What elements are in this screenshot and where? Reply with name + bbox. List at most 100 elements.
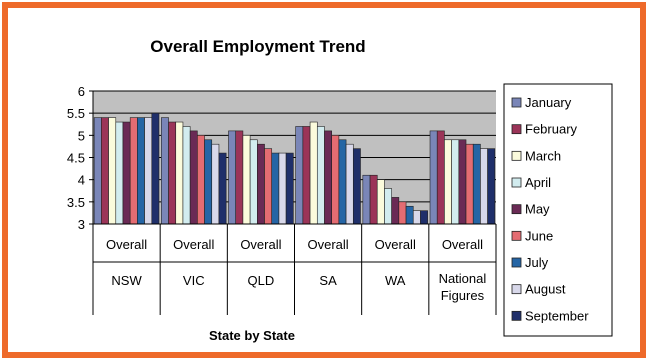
bar — [189, 130, 198, 225]
bar — [197, 135, 205, 225]
bar — [316, 126, 325, 225]
subcategory-label: Overall — [307, 237, 348, 252]
bar-group — [362, 174, 428, 225]
x-axis-title: State by State — [209, 328, 295, 343]
subcategory-label: Overall — [240, 237, 281, 252]
y-tick-label: 5.5 — [67, 106, 85, 121]
legend-label: May — [525, 202, 550, 217]
category-label: Figures — [441, 288, 485, 303]
legend-swatch — [511, 204, 522, 215]
legend-swatch — [511, 230, 522, 241]
bar — [235, 130, 244, 225]
x-axis-table: Overall NSW Overall VIC Overall QLD Overall SA O… — [92, 223, 497, 315]
legend-label: July — [525, 255, 549, 270]
legend-swatch — [511, 97, 522, 108]
category-label: NSW — [111, 273, 142, 288]
bar — [285, 152, 294, 225]
employment-bar-chart: Overall Employment Trend 6 5.5 5 4.5 4 3.5 3 O… — [67, 37, 613, 343]
legend-swatch — [511, 150, 522, 161]
legend-label: April — [525, 175, 551, 190]
bar — [295, 126, 304, 225]
bar — [137, 117, 145, 225]
bar — [324, 130, 332, 225]
bar — [151, 112, 160, 225]
bar — [345, 143, 354, 225]
legend-swatch — [511, 284, 522, 295]
bar — [465, 143, 474, 225]
bar — [278, 152, 287, 225]
bar — [264, 148, 273, 225]
bar — [412, 210, 421, 225]
legend-label: September — [525, 308, 589, 323]
bar — [309, 121, 318, 225]
bar — [331, 135, 340, 225]
bar — [101, 117, 109, 225]
bar-group — [161, 117, 227, 225]
bar — [93, 117, 102, 225]
bar — [182, 126, 191, 225]
category-label: VIC — [183, 273, 205, 288]
legend-box — [503, 83, 613, 337]
legend-label: June — [525, 228, 553, 243]
legend-swatch — [511, 257, 522, 268]
bar — [436, 130, 445, 225]
category-label: SA — [319, 273, 337, 288]
chart-title: Overall Employment Trend — [150, 37, 365, 56]
subcategory-label: Overall — [442, 237, 483, 252]
category-label: QLD — [248, 273, 275, 288]
bar — [108, 117, 117, 225]
subcategory-label: Overall — [106, 237, 147, 252]
category-label: National — [439, 271, 487, 286]
bar — [429, 130, 438, 225]
bar — [458, 139, 467, 225]
bar-group — [295, 121, 361, 225]
bar — [362, 174, 371, 225]
bar — [384, 188, 392, 225]
bar — [369, 174, 378, 225]
bar — [168, 121, 177, 225]
y-tick-label: 3.5 — [67, 195, 85, 210]
legend-label: February — [525, 122, 578, 137]
bar — [352, 148, 361, 225]
y-tick-label: 4 — [78, 173, 85, 188]
bar — [376, 179, 385, 225]
bar — [115, 121, 124, 225]
bar — [444, 139, 452, 225]
bar — [129, 117, 138, 225]
y-axis: 6 5.5 5 4.5 4 3.5 3 — [67, 84, 94, 232]
bar — [302, 126, 311, 225]
bar — [451, 139, 460, 225]
y-tick-label: 3 — [78, 217, 85, 232]
bar — [420, 210, 428, 225]
bar — [204, 139, 213, 225]
legend: January February March April May June July Augu… — [503, 83, 613, 337]
bar-group — [93, 112, 160, 225]
bar — [122, 121, 131, 225]
subcategory-label: Overall — [173, 237, 214, 252]
bar — [257, 143, 265, 225]
legend-label: January — [525, 95, 572, 110]
bar — [271, 152, 280, 225]
bar — [480, 148, 488, 225]
legend-swatch — [511, 124, 522, 135]
bar — [487, 148, 496, 225]
legend-label: March — [525, 148, 561, 163]
y-tick-label: 5 — [78, 128, 85, 143]
subcategory-label: Overall — [375, 237, 416, 252]
bar — [144, 117, 153, 225]
bar — [472, 143, 481, 225]
legend-label: August — [525, 282, 566, 297]
bar — [391, 197, 400, 225]
bar — [398, 201, 407, 225]
bar — [218, 152, 227, 225]
bar — [175, 121, 184, 225]
legend-swatch — [511, 310, 522, 321]
y-tick-label: 4.5 — [67, 151, 85, 166]
bar — [242, 135, 251, 225]
legend-swatch — [511, 177, 522, 188]
bar — [228, 130, 237, 225]
y-tick-label: 6 — [78, 84, 85, 99]
bar-groups — [93, 112, 496, 225]
bar — [405, 205, 414, 225]
